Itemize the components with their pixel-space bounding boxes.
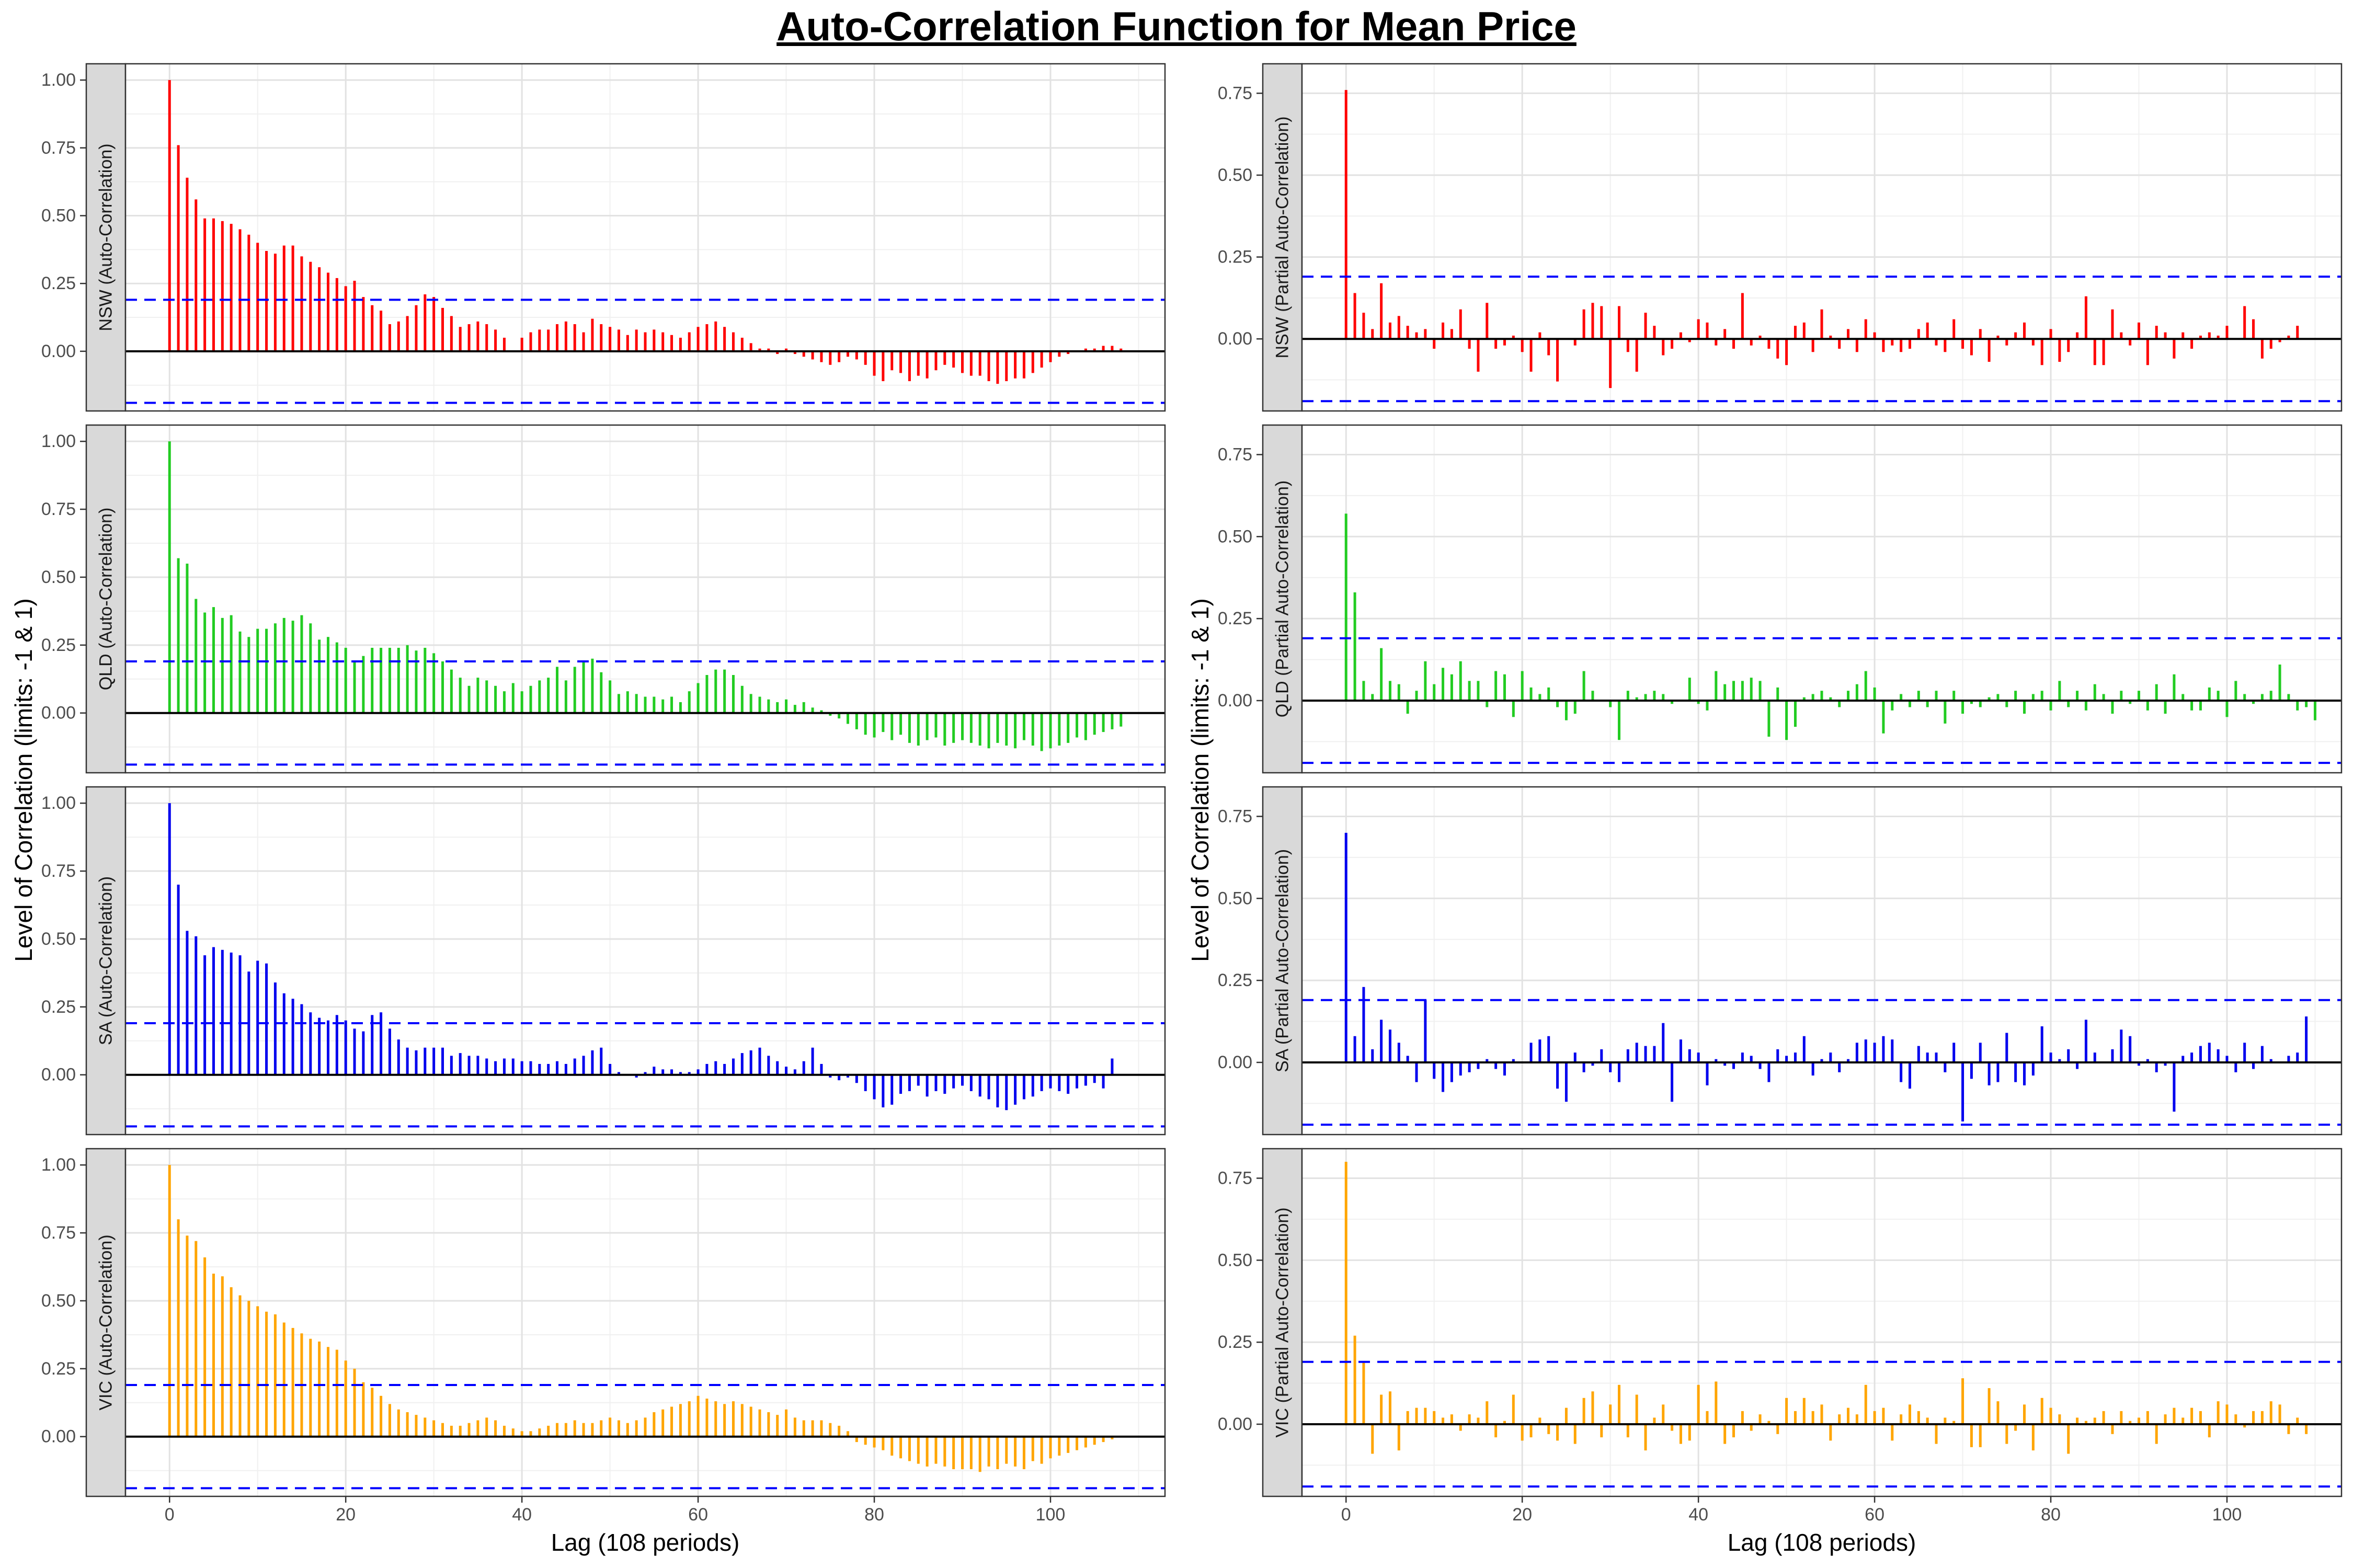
y-tick-label: 0.25 bbox=[1218, 609, 1252, 628]
x-tick-label: 40 bbox=[1688, 1505, 1708, 1525]
x-tick-label: 0 bbox=[165, 1505, 175, 1525]
x-tick-label: 80 bbox=[864, 1505, 884, 1525]
panel-border bbox=[124, 1148, 1166, 1497]
strip-label: NSW (Partial Auto-Correlation) bbox=[1273, 117, 1293, 359]
y-tick-label: 0.75 bbox=[1218, 1168, 1252, 1188]
panel-background bbox=[1302, 425, 2341, 773]
x-tick-label: 100 bbox=[1036, 1505, 1066, 1525]
acf-x-axis-title: Lag (108 periods) bbox=[551, 1529, 740, 1556]
x-tick-label: 0 bbox=[1341, 1505, 1351, 1525]
panel-vic-pacf: VIC (Partial Auto-Correlation) 0.00 0.25 0.… bbox=[1218, 1148, 2343, 1525]
x-tick-label: 60 bbox=[1865, 1505, 1884, 1525]
strip-label: VIC (Partial Auto-Correlation) bbox=[1273, 1207, 1293, 1437]
y-tick-label: 0.00 bbox=[1218, 691, 1252, 711]
panel-sa-acf: SA (Auto-Correlation) 0.00 0.25 0.50 0.75 1.0… bbox=[41, 786, 1166, 1136]
panel-nsw-acf: NSW (Auto-Correlation) 0.00 0.25 0.50 0.75 1.… bbox=[41, 63, 1166, 412]
y-tick-label: 0.50 bbox=[1218, 527, 1252, 546]
y-tick-label: 0.75 bbox=[1218, 806, 1252, 826]
y-tick-label: 0.75 bbox=[41, 138, 76, 158]
strip-label: SA (Partial Auto-Correlation) bbox=[1273, 849, 1293, 1072]
strip-label: VIC (Auto-Correlation) bbox=[96, 1234, 116, 1410]
panel-border bbox=[1301, 1148, 2343, 1497]
chart-title: Auto-Correlation Function for Mean Price bbox=[776, 3, 1577, 49]
panel-border bbox=[124, 786, 1166, 1136]
strip-background bbox=[1262, 786, 1303, 1136]
y-tick-label: 0.50 bbox=[41, 206, 76, 226]
strip-label: SA (Auto-Correlation) bbox=[96, 876, 116, 1045]
panel-background bbox=[125, 787, 1165, 1135]
y-tick-label: 1.00 bbox=[41, 793, 76, 813]
y-tick-label: 0.50 bbox=[1218, 888, 1252, 908]
strip-label: QLD (Auto-Correlation) bbox=[96, 508, 116, 691]
x-tick-label: 60 bbox=[688, 1505, 708, 1525]
x-tick-label: 20 bbox=[1512, 1505, 1532, 1525]
y-tick-label: 0.50 bbox=[1218, 1250, 1252, 1270]
panel-qld-acf: QLD (Auto-Correlation) 0.00 0.25 0.50 0.75 1.… bbox=[41, 424, 1166, 774]
y-tick-label: 0.75 bbox=[1218, 83, 1252, 103]
panel-background bbox=[125, 64, 1165, 411]
y-tick-label: 0.75 bbox=[41, 861, 76, 881]
panel-nsw-pacf: NSW (Partial Auto-Correlation) 0.00 0.25 0.… bbox=[1218, 63, 2343, 412]
x-tick-label: 80 bbox=[2041, 1505, 2061, 1525]
y-tick-label: 1.00 bbox=[41, 431, 76, 451]
panel-qld-pacf: QLD (Partial Auto-Correlation) 0.00 0.25 0.… bbox=[1218, 424, 2343, 774]
pacf-column: NSW (Partial Auto-Correlation) 0.00 0.25 0.… bbox=[1218, 63, 2343, 1525]
strip-background bbox=[1262, 63, 1303, 412]
panel-background bbox=[1302, 64, 2341, 411]
y-tick-label: 0.00 bbox=[1218, 1414, 1252, 1434]
y-tick-label: 0.25 bbox=[41, 997, 76, 1017]
y-tick-label: 0.00 bbox=[41, 1065, 76, 1085]
y-tick-label: 0.25 bbox=[1218, 247, 1252, 267]
y-tick-label: 0.25 bbox=[41, 635, 76, 655]
y-tick-label: 0.25 bbox=[1218, 1332, 1252, 1352]
strip-background bbox=[85, 63, 127, 412]
y-tick-label: 0.25 bbox=[41, 273, 76, 293]
strip-background bbox=[85, 424, 127, 774]
panel-background bbox=[125, 1149, 1165, 1496]
panel-background bbox=[1302, 1149, 2341, 1496]
panel-border bbox=[124, 424, 1166, 774]
x-tick-label: 20 bbox=[336, 1505, 356, 1525]
y-tick-label: 0.00 bbox=[41, 341, 76, 361]
panel-border bbox=[1301, 424, 2343, 774]
x-tick-label: 40 bbox=[512, 1505, 532, 1525]
y-tick-label: 0.50 bbox=[41, 567, 76, 587]
y-tick-label: 0.00 bbox=[41, 1427, 76, 1447]
y-tick-label: 0.25 bbox=[1218, 970, 1252, 990]
strip-background bbox=[85, 1148, 127, 1497]
pacf-y-axis-title: Level of Correlation (limits: -1 & 1) bbox=[1186, 598, 1214, 962]
strip-background bbox=[1262, 424, 1303, 774]
y-tick-label: 0.50 bbox=[41, 1291, 76, 1311]
y-tick-label: 0.50 bbox=[41, 929, 76, 949]
panel-border bbox=[124, 63, 1166, 412]
y-tick-label: 0.25 bbox=[41, 1359, 76, 1379]
acf-column: NSW (Auto-Correlation) 0.00 0.25 0.50 0.75 1.… bbox=[41, 63, 1166, 1525]
y-tick-label: 0.75 bbox=[1218, 444, 1252, 464]
panel-background bbox=[125, 425, 1165, 773]
x-tick-label: 100 bbox=[2212, 1505, 2242, 1525]
y-tick-label: 0.00 bbox=[41, 703, 76, 723]
y-tick-label: 1.00 bbox=[41, 1155, 76, 1175]
strip-background bbox=[1262, 1148, 1303, 1497]
acf-y-axis-title: Level of Correlation (limits: -1 & 1) bbox=[10, 598, 37, 962]
y-tick-label: 0.00 bbox=[1218, 329, 1252, 349]
strip-background bbox=[85, 786, 127, 1136]
y-tick-label: 0.00 bbox=[1218, 1052, 1252, 1072]
strip-label: QLD (Partial Auto-Correlation) bbox=[1273, 480, 1293, 718]
panel-border bbox=[1301, 786, 2343, 1136]
y-tick-label: 1.00 bbox=[41, 70, 76, 90]
panel-background bbox=[1302, 787, 2341, 1135]
y-tick-label: 0.75 bbox=[41, 499, 76, 519]
panel-vic-acf: VIC (Auto-Correlation) 0.00 0.25 0.50 0.75 1.… bbox=[41, 1148, 1166, 1525]
y-tick-label: 0.50 bbox=[1218, 165, 1252, 185]
y-tick-label: 0.75 bbox=[41, 1223, 76, 1243]
panel-border bbox=[1301, 63, 2343, 412]
pacf-x-axis-title: Lag (108 periods) bbox=[1728, 1529, 1916, 1556]
strip-label: NSW (Auto-Correlation) bbox=[96, 144, 116, 331]
panel-sa-pacf: SA (Partial Auto-Correlation) 0.00 0.25 0.5… bbox=[1218, 786, 2343, 1136]
